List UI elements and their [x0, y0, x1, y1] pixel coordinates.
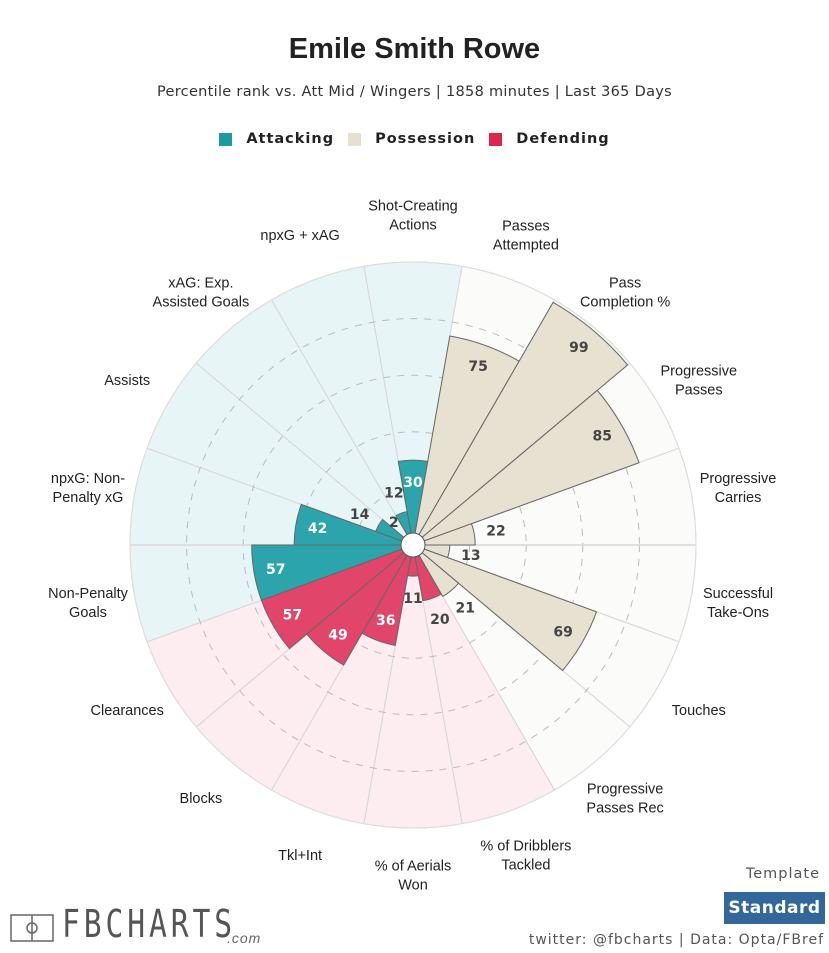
value-label: 57 — [283, 608, 302, 624]
axis-label: Tkl+Int — [278, 848, 322, 864]
value-label: 12 — [384, 485, 403, 501]
legend: Attacking Possession Defending — [0, 131, 829, 147]
axis-labels: Shot-Creating Actions Passes Attempted Pass C… — [48, 199, 776, 894]
pitch-icon — [10, 914, 54, 942]
legend-swatch-defending — [489, 132, 503, 146]
axis-label: Progressive Passes — [661, 364, 738, 399]
center-hub — [400, 532, 426, 558]
bar-progressive-passes-rec — [412, 544, 460, 598]
axis-label-line: Progressive — [587, 781, 664, 797]
axis-label-line: Goals — [69, 605, 107, 621]
value-label: 11 — [403, 591, 422, 607]
axis-label-line: Passes Rec — [586, 800, 663, 816]
axis-label-line: Carries — [715, 490, 762, 506]
axis-label: Successful Take-Ons — [703, 586, 773, 621]
axis-label: % of Dribblers Tackled — [480, 839, 571, 874]
value-label: 49 — [328, 627, 347, 643]
axis-label-line: Attempted — [493, 237, 559, 253]
value-label: 21 — [456, 600, 475, 616]
value-label: 75 — [468, 359, 487, 375]
template-standard-button[interactable]: Standard — [724, 892, 825, 924]
axis-label: Shot-Creating Actions — [368, 199, 457, 234]
value-label: 42 — [308, 521, 327, 537]
axis-label: % of Aerials Won — [375, 859, 452, 894]
bar-touches — [412, 544, 598, 672]
axis-label-line: Clearances — [91, 703, 164, 719]
axis-label-line: npxG + xAG — [260, 228, 339, 244]
value-label: 13 — [461, 548, 480, 564]
value-labels: 30 75 99 85 22 13 69 21 20 11 36 49 57 57 42 14 2 12 — [266, 340, 612, 643]
axis-label: Blocks — [180, 791, 223, 807]
bar--of-dribblers-tackled — [412, 544, 442, 602]
axis-label-line: % of Dribblers — [480, 839, 571, 855]
legend-item-defending: Defending — [489, 131, 609, 147]
bar-progressive-passes — [412, 389, 640, 546]
axis-label: xAG: Exp. Assisted Goals — [153, 276, 250, 311]
axis-label-line: Touches — [672, 703, 726, 719]
value-label: 36 — [376, 613, 395, 629]
axis-label-line: xAG: Exp. — [168, 276, 233, 292]
bar-progressive-carries — [412, 523, 476, 546]
bar-non-penalty-goals — [251, 544, 414, 601]
credits-text: twitter: @fbcharts | Data: Opta/FBref — [528, 932, 824, 948]
axis-label-line: Won — [398, 878, 428, 894]
axis-label-line: Passes — [502, 218, 550, 234]
axis-label-line: Completion % — [580, 295, 670, 311]
value-label: 14 — [350, 507, 370, 523]
value-label: 57 — [266, 562, 285, 578]
bar-pass-completion- — [412, 301, 629, 546]
axis-label: Non-Penalty Goals — [48, 586, 129, 621]
axis-label-line: Assisted Goals — [153, 295, 250, 311]
fbcharts-logo: FBCHARTS .com — [10, 902, 285, 946]
chart-subtitle: Percentile rank vs. Att Mid / Wingers | … — [156, 84, 672, 100]
axis-label-line: Assists — [104, 373, 150, 389]
legend-swatch-possession — [348, 132, 362, 146]
value-label: 99 — [569, 340, 588, 356]
value-label: 69 — [553, 625, 572, 641]
axis-label-line: Penalty xG — [53, 490, 124, 506]
chart-title: Emile Smith Rowe — [288, 33, 541, 65]
value-label: 20 — [430, 612, 450, 628]
bar-npxg-non-penalty-xg — [293, 503, 414, 546]
axis-label: Clearances — [91, 703, 164, 719]
axis-label-line: Tackled — [501, 858, 550, 874]
axis-label: Touches — [672, 703, 726, 719]
axis-label: Passes Attempted — [493, 218, 559, 253]
axis-label-line: npxG: Non- — [51, 471, 125, 487]
axis-label-line: Actions — [389, 218, 437, 234]
logo-suffix: .com — [227, 930, 262, 946]
axis-label-line: Progressive — [661, 364, 738, 380]
axis-label: Progressive Carries — [700, 471, 777, 506]
axis-label-line: Pass — [609, 276, 641, 292]
axis-label-line: % of Aerials — [375, 859, 452, 875]
legend-item-attacking: Attacking — [219, 131, 334, 147]
axis-label: npxG: Non- Penalty xG — [51, 471, 125, 506]
axis-label-line: Tkl+Int — [278, 848, 322, 864]
legend-label: Possession — [375, 131, 476, 147]
legend-label: Attacking — [246, 131, 335, 147]
axis-label-line: Passes — [675, 383, 723, 399]
axis-label: Assists — [104, 373, 150, 389]
axis-label-line: Shot-Creating — [368, 199, 457, 215]
axis-label: npxG + xAG — [260, 228, 339, 244]
template-label: Template — [745, 866, 820, 882]
axis-label-line: Successful — [703, 586, 773, 602]
legend-label: Defending — [516, 131, 610, 147]
value-label: 22 — [486, 523, 505, 539]
axis-label-line: Progressive — [700, 471, 777, 487]
axis-label: Progressive Passes Rec — [586, 781, 663, 816]
legend-item-possession: Possession — [348, 131, 475, 147]
legend-swatch-attacking — [219, 132, 233, 146]
sector-bars — [251, 301, 640, 672]
value-label: 2 — [389, 515, 399, 531]
axis-label-line: Blocks — [180, 791, 223, 807]
value-label: 30 — [403, 475, 423, 491]
axis-label-line: Take-Ons — [707, 605, 769, 621]
axis-label: Pass Completion % — [580, 276, 670, 311]
logo-text: FBCHARTS — [62, 902, 236, 946]
axis-label-line: Non-Penalty — [48, 586, 129, 602]
value-label: 85 — [593, 429, 612, 445]
